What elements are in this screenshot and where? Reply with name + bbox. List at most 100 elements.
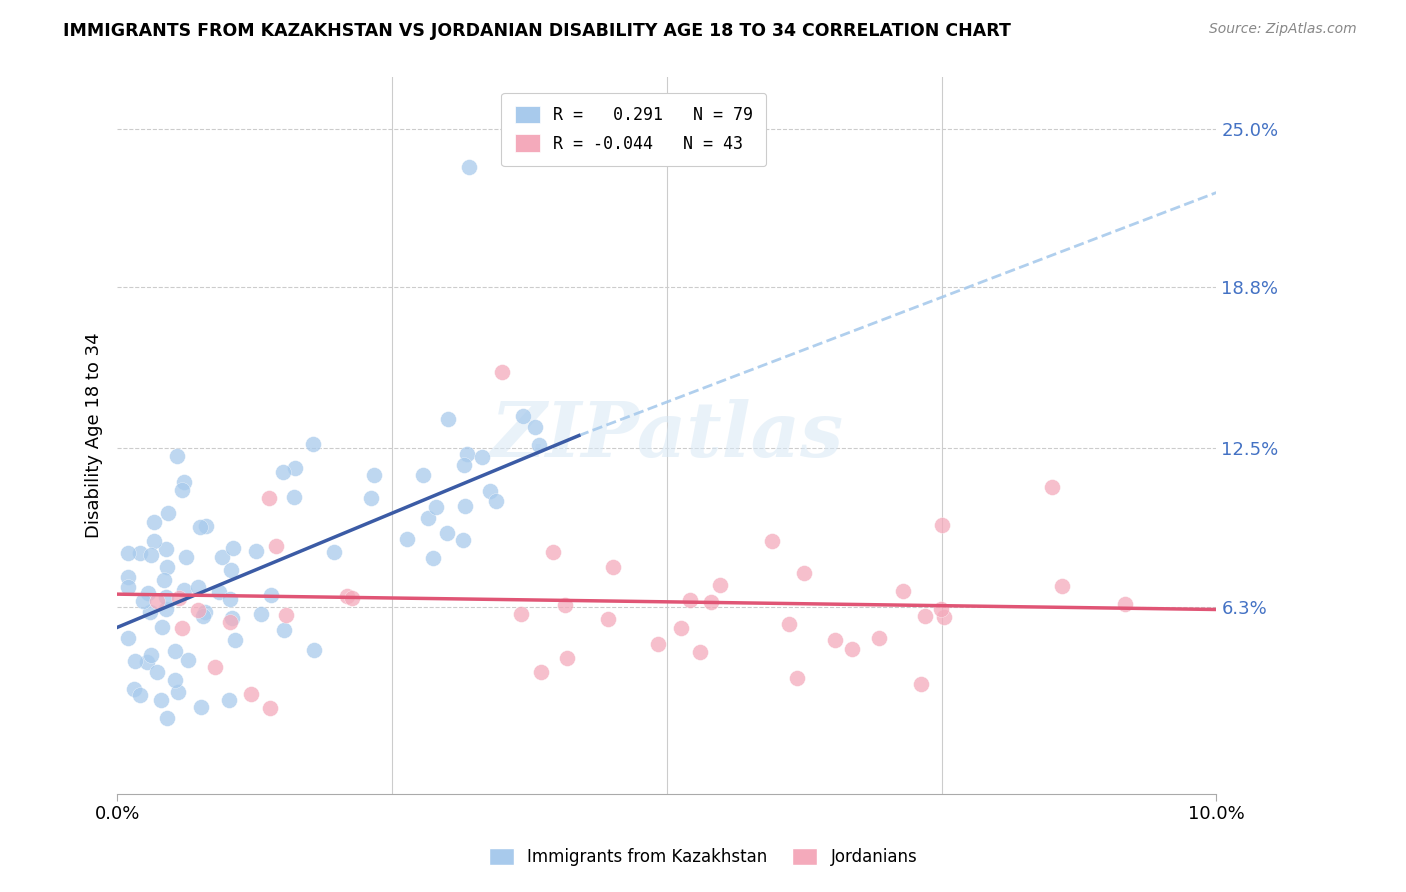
Point — [929, 601, 952, 615]
Point — [167, 591, 190, 605]
Point — [491, 365, 513, 379]
Point — [145, 665, 167, 679]
Point — [193, 608, 215, 623]
Point — [451, 533, 474, 547]
Point — [190, 699, 212, 714]
Point — [530, 665, 553, 679]
Point — [841, 641, 863, 656]
Point — [170, 621, 193, 635]
Point — [150, 619, 173, 633]
Point — [761, 534, 783, 549]
Point — [596, 612, 619, 626]
Text: Source: ZipAtlas.com: Source: ZipAtlas.com — [1209, 22, 1357, 37]
Point — [669, 621, 692, 635]
Point — [167, 685, 190, 699]
Point — [527, 438, 550, 452]
Point — [155, 601, 177, 615]
Point — [143, 515, 166, 529]
Point — [422, 551, 444, 566]
Point — [471, 450, 494, 465]
Point — [128, 546, 150, 560]
Legend: R =   0.291   N = 79, R = -0.044   N = 43: R = 0.291 N = 79, R = -0.044 N = 43 — [502, 93, 766, 166]
Point — [117, 546, 139, 560]
Point — [485, 494, 508, 508]
Point — [793, 566, 815, 581]
Point — [647, 638, 669, 652]
Point — [555, 650, 578, 665]
Point — [283, 490, 305, 504]
Point — [709, 578, 731, 592]
Point — [166, 450, 188, 464]
Point — [1040, 480, 1063, 494]
Point — [425, 500, 447, 514]
Point — [689, 645, 711, 659]
Point — [340, 591, 363, 605]
Point — [131, 594, 153, 608]
Point — [176, 653, 198, 667]
Point — [453, 458, 475, 472]
Point — [124, 654, 146, 668]
Point — [412, 467, 434, 482]
Point — [524, 420, 547, 434]
Point — [165, 673, 187, 688]
Point — [143, 534, 166, 549]
Point — [1050, 579, 1073, 593]
Point — [679, 593, 702, 607]
Point — [910, 676, 932, 690]
Point — [458, 160, 481, 174]
Text: ZIPatlas: ZIPatlas — [491, 399, 844, 473]
Point — [274, 608, 297, 623]
Point — [156, 559, 179, 574]
Point — [139, 605, 162, 619]
Point — [512, 409, 534, 423]
Point — [700, 594, 723, 608]
Point — [824, 632, 846, 647]
Point — [778, 617, 800, 632]
Point — [260, 587, 283, 601]
Point — [336, 589, 359, 603]
Point — [249, 607, 271, 621]
Point — [301, 437, 323, 451]
Point — [221, 611, 243, 625]
Point — [129, 688, 152, 702]
Point — [264, 539, 287, 553]
Point — [395, 532, 418, 546]
Legend: Immigrants from Kazakhstan, Jordanians: Immigrants from Kazakhstan, Jordanians — [481, 840, 925, 875]
Point — [176, 549, 198, 564]
Point — [163, 643, 186, 657]
Point — [122, 681, 145, 696]
Point — [222, 541, 245, 555]
Point — [136, 586, 159, 600]
Point — [208, 585, 231, 599]
Point — [259, 701, 281, 715]
Point — [187, 580, 209, 594]
Point — [219, 615, 242, 629]
Point — [146, 594, 169, 608]
Point — [173, 475, 195, 490]
Point — [914, 609, 936, 624]
Point — [224, 632, 246, 647]
Point — [117, 580, 139, 594]
Point — [934, 610, 956, 624]
Point — [117, 632, 139, 646]
Point — [302, 643, 325, 657]
Point — [155, 541, 177, 556]
Point — [602, 560, 624, 574]
Point — [153, 573, 176, 587]
Point — [284, 461, 307, 475]
Point — [931, 518, 953, 533]
Point — [554, 598, 576, 612]
Y-axis label: Disability Age 18 to 34: Disability Age 18 to 34 — [86, 333, 103, 539]
Point — [271, 465, 294, 479]
Point — [868, 631, 890, 645]
Point — [436, 525, 458, 540]
Point — [194, 519, 217, 533]
Point — [155, 590, 177, 604]
Point — [211, 550, 233, 565]
Point — [418, 511, 440, 525]
Point — [219, 563, 242, 577]
Point — [510, 607, 533, 621]
Point — [891, 583, 914, 598]
Point — [323, 545, 346, 559]
Point — [135, 655, 157, 669]
